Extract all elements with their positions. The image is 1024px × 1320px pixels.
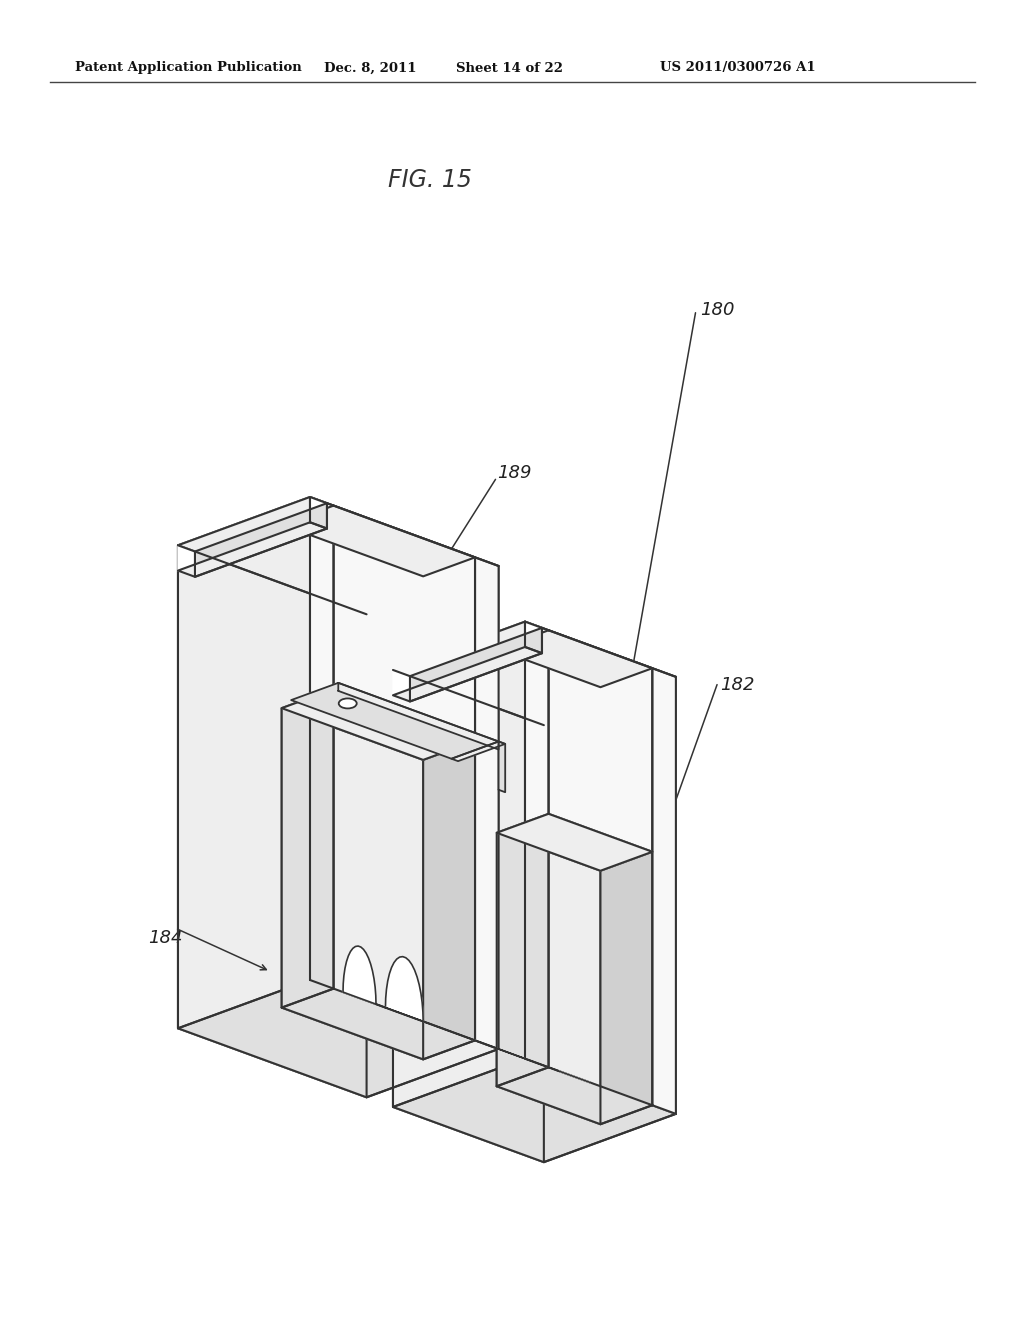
Text: US 2011/0300726 A1: US 2011/0300726 A1 [660, 62, 816, 74]
Polygon shape [178, 545, 195, 577]
Polygon shape [367, 566, 499, 1097]
Polygon shape [497, 833, 600, 1125]
Polygon shape [385, 957, 423, 1022]
Polygon shape [410, 628, 542, 701]
Text: FIG. 15: FIG. 15 [388, 168, 472, 191]
Polygon shape [544, 677, 676, 1162]
Ellipse shape [339, 698, 356, 709]
Polygon shape [393, 622, 676, 725]
Polygon shape [499, 742, 505, 792]
Polygon shape [282, 708, 423, 1060]
Polygon shape [282, 689, 334, 1007]
Polygon shape [423, 741, 475, 1060]
Polygon shape [393, 671, 410, 701]
Polygon shape [310, 498, 334, 989]
Polygon shape [600, 851, 652, 1125]
Polygon shape [497, 630, 652, 688]
Polygon shape [338, 682, 499, 750]
Polygon shape [497, 814, 652, 871]
Polygon shape [393, 1059, 676, 1162]
Polygon shape [497, 814, 549, 1086]
Polygon shape [178, 545, 367, 1097]
Text: 189: 189 [497, 465, 531, 482]
Text: 180: 180 [700, 301, 734, 319]
Polygon shape [195, 503, 327, 577]
Text: Dec. 8, 2011: Dec. 8, 2011 [324, 62, 416, 74]
Text: Sheet 14 of 22: Sheet 14 of 22 [457, 62, 563, 74]
Polygon shape [652, 668, 676, 1114]
Polygon shape [310, 498, 327, 528]
Polygon shape [497, 1068, 652, 1125]
Polygon shape [525, 622, 549, 1068]
Polygon shape [178, 979, 499, 1097]
Text: 184: 184 [148, 929, 182, 946]
Polygon shape [452, 742, 505, 762]
Polygon shape [282, 989, 475, 1060]
Text: Patent Application Publication: Patent Application Publication [75, 62, 302, 74]
Polygon shape [334, 506, 475, 741]
Polygon shape [393, 622, 525, 1107]
Text: 182: 182 [720, 676, 755, 694]
Polygon shape [393, 647, 542, 701]
Polygon shape [393, 671, 544, 1162]
Polygon shape [549, 630, 652, 851]
Polygon shape [178, 523, 327, 577]
Polygon shape [291, 682, 499, 759]
Polygon shape [282, 506, 475, 577]
Polygon shape [343, 946, 591, 1082]
Polygon shape [282, 689, 475, 760]
Polygon shape [178, 498, 310, 1028]
Polygon shape [525, 622, 542, 653]
Polygon shape [178, 498, 499, 614]
Polygon shape [475, 557, 499, 1049]
